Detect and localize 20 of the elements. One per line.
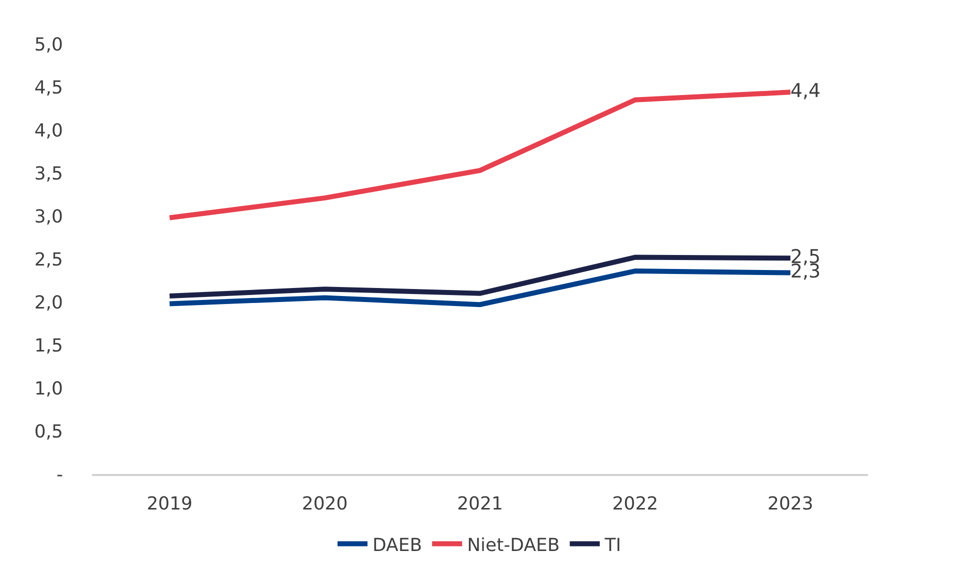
y-tick-label: 5,0 <box>34 34 63 56</box>
y-tick-label: 0,5 <box>34 421 63 442</box>
x-tick-label: 2023 <box>767 493 814 514</box>
y-tick-label: 3,5 <box>34 163 63 184</box>
data-label: 4,4 <box>790 80 821 102</box>
y-tick-label: 1,0 <box>34 378 63 400</box>
y-tick-label: 3,0 <box>34 206 63 228</box>
legend-label: TI <box>604 534 622 556</box>
y-tick-label: 2,0 <box>34 292 63 314</box>
y-tick-label: - <box>56 464 63 486</box>
legend-label: DAEB <box>372 534 422 556</box>
y-tick-label: 4,0 <box>34 120 63 142</box>
x-tick-label: 2022 <box>612 493 658 514</box>
x-tick-label: 2020 <box>302 493 348 514</box>
y-tick-label: 2,5 <box>34 249 63 270</box>
x-tick-label: 2019 <box>146 493 193 514</box>
x-tick-label: 2021 <box>457 493 503 514</box>
legend-label: Niet-DAEB <box>467 534 560 556</box>
y-tick-label: 1,5 <box>34 335 63 356</box>
y-tick-label: 4,5 <box>34 77 63 98</box>
